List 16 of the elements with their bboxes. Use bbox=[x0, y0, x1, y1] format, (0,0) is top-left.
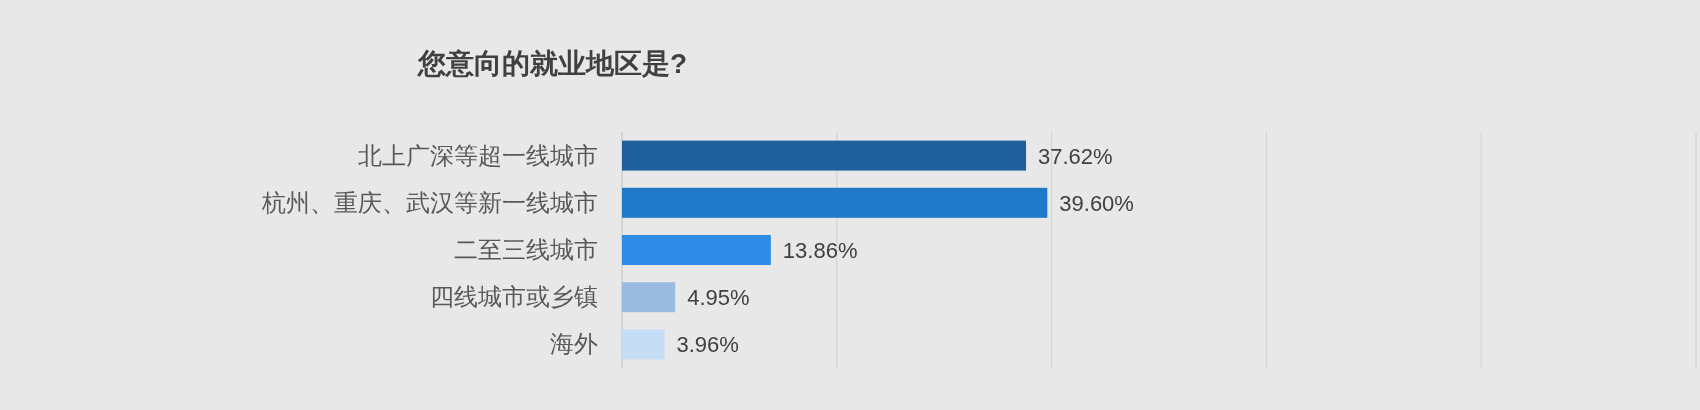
data-label: 39.60% bbox=[1059, 190, 1134, 216]
data-label: 3.96% bbox=[676, 332, 739, 358]
y-tick-label: 四线城市或乡镇 bbox=[430, 283, 598, 311]
y-tick-label: 海外 bbox=[550, 330, 598, 358]
bar bbox=[622, 140, 1027, 171]
y-tick-label: 杭州、重庆、武汉等新一线城市 bbox=[261, 188, 598, 216]
bar bbox=[622, 235, 771, 265]
bar bbox=[622, 282, 676, 313]
y-tick-label: 北上广深等超一线城市 bbox=[358, 141, 598, 169]
bar bbox=[622, 187, 1048, 218]
bar bbox=[622, 329, 665, 360]
data-label: 37.62% bbox=[1038, 143, 1113, 169]
data-label: 13.86% bbox=[782, 238, 858, 263]
data-label: 4.95% bbox=[687, 285, 750, 311]
y-tick-label: 二至三线城市 bbox=[454, 236, 598, 263]
chart-title: 您意向的就业地区是? bbox=[417, 48, 688, 79]
